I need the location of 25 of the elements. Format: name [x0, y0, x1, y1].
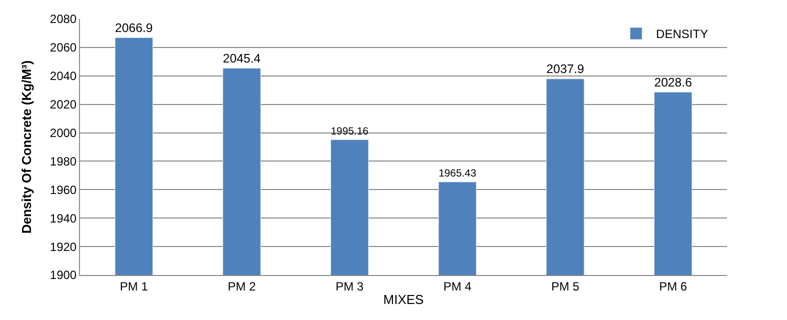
y-tick-label: 2000 [50, 126, 77, 140]
x-tick-label: PM 2 [228, 279, 256, 294]
y-tick-label: 2040 [50, 69, 77, 84]
data-label: 1965.43 [438, 168, 476, 180]
data-label: 2037.9 [546, 62, 584, 76]
x-tick-label: PM 4 [443, 279, 472, 294]
x-tick-label: PM 3 [336, 279, 364, 294]
y-tick-label: 1900 [50, 268, 77, 282]
y-tick-label: 1920 [50, 240, 77, 254]
data-label: 1995.16 [330, 126, 369, 138]
data-label: 2045.4 [222, 51, 261, 66]
y-tick-label: 2060 [50, 40, 77, 55]
y-tick-label: 1960 [50, 182, 77, 197]
x-tick-label: PM 5 [551, 279, 580, 294]
legend-label: DENSITY [656, 27, 708, 42]
y-axis-title: Density Of Concrete (Kg/M³) [18, 60, 34, 234]
y-tick-label: 1980 [50, 154, 77, 168]
y-tick-label: 2020 [50, 98, 77, 112]
data-label: 2066.9 [115, 20, 153, 35]
x-axis-title: MIXES [383, 292, 424, 307]
x-tick-label: PM 1 [120, 279, 148, 294]
y-tick-label: 2080 [50, 12, 77, 26]
data-label: 2028.6 [654, 75, 692, 90]
x-tick-label: PM 6 [659, 279, 688, 294]
y-tick-label: 1940 [50, 211, 77, 226]
